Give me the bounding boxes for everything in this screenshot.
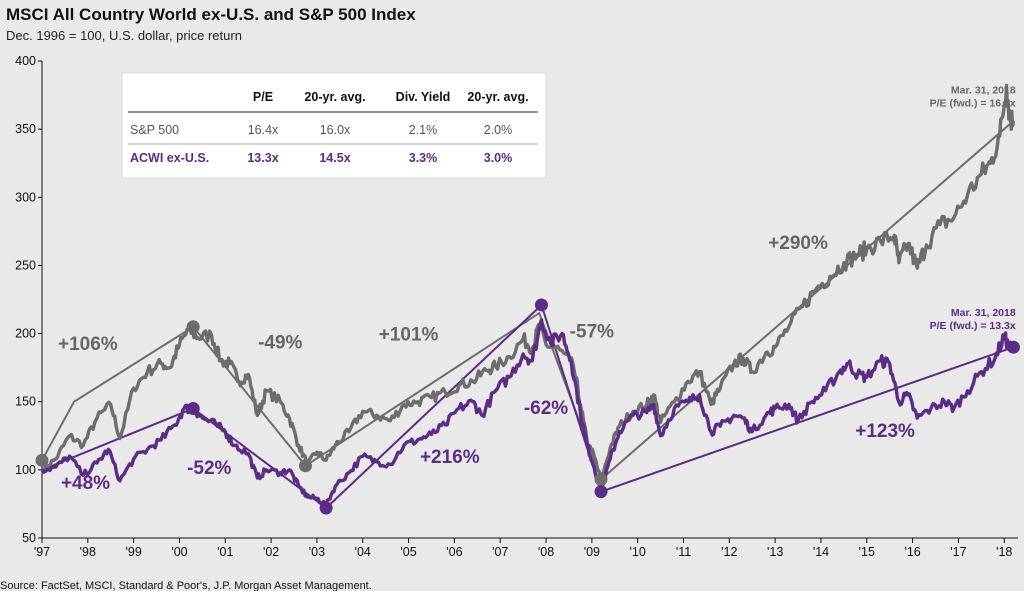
table-column-header: 20-yr. avg. xyxy=(304,90,365,104)
table-cell: 2.0% xyxy=(484,123,513,137)
trend-line xyxy=(41,303,1014,510)
peak-trough-marker xyxy=(594,485,608,499)
table-row-label: ACWI ex-U.S. xyxy=(130,151,209,165)
peak-trough-marker xyxy=(1006,340,1020,354)
table-cell: 16.0x xyxy=(320,123,351,137)
table-cell: 3.0% xyxy=(484,151,513,165)
peak-trough-marker xyxy=(534,298,548,312)
peak-trough-marker xyxy=(186,320,200,334)
x-tick-label: '12 xyxy=(721,545,737,559)
table-row-label: S&P 500 xyxy=(130,123,179,137)
x-tick-label: '17 xyxy=(950,545,966,559)
x-tick-label: '10 xyxy=(630,545,646,559)
peak-trough-marker xyxy=(594,472,608,486)
callout-date: Mar. 31, 2018 xyxy=(951,85,1016,97)
percent-annotation: -49% xyxy=(258,333,302,354)
peak-trough-marker xyxy=(186,402,200,416)
percent-annotation: +101% xyxy=(379,324,439,345)
y-tick-label: 200 xyxy=(15,327,36,341)
table-cell: 2.1% xyxy=(409,123,438,137)
x-tick-label: '99 xyxy=(125,545,141,559)
table-cell: 16.4x xyxy=(248,123,279,137)
percent-annotation: +290% xyxy=(768,233,828,254)
percent-annotation: -52% xyxy=(187,458,231,479)
table-cell: 13.3x xyxy=(247,151,278,165)
series-line xyxy=(40,318,1016,507)
table-column-header: 20-yr. avg. xyxy=(467,90,528,104)
y-tick-label: 400 xyxy=(15,54,36,68)
x-tick-label: '98 xyxy=(80,545,96,559)
percent-annotation: +48% xyxy=(61,473,110,494)
table-column-header: P/E xyxy=(253,90,273,104)
x-tick-label: '15 xyxy=(859,545,875,559)
chart-title: MSCI All Country World ex-U.S. and S&P 5… xyxy=(6,5,416,24)
x-tick-label: '01 xyxy=(217,545,233,559)
trend-lines xyxy=(41,120,1015,510)
x-tick-label: '00 xyxy=(171,545,187,559)
x-tick-label: '09 xyxy=(584,545,600,559)
x-tick-label: '16 xyxy=(904,545,920,559)
x-tick-label: '11 xyxy=(676,545,691,559)
x-tick-label: '13 xyxy=(767,545,783,559)
x-tick-label: '14 xyxy=(813,545,829,559)
series-lines xyxy=(40,83,1016,507)
callout-pe: P/E (fwd.) = 13.3x xyxy=(930,320,1016,332)
axes: 50 100 150 200 250 300 350 400 '97 '98 '99 '00 '01 '0… xyxy=(15,54,1018,559)
percent-annotation: -62% xyxy=(524,398,568,419)
percent-annotation: +106% xyxy=(58,334,118,355)
series-line xyxy=(40,83,1016,483)
x-tick-label: '04 xyxy=(355,545,371,559)
table-cell: 14.5x xyxy=(319,151,350,165)
x-tick-label: '05 xyxy=(400,545,416,559)
annotations: +106% -49% +101% -57% +290% +48% -52% +216% -62%… xyxy=(58,233,915,494)
table-column-header: Div. Yield xyxy=(396,90,451,104)
y-tick-label: 250 xyxy=(15,258,36,272)
chart-source: Source: FactSet, MSCI, Standard & Poor's… xyxy=(0,580,372,591)
markers xyxy=(35,298,1020,515)
percent-annotation: +123% xyxy=(855,421,915,442)
y-tick-label: 100 xyxy=(15,463,36,477)
callout-date: Mar. 31, 2018 xyxy=(951,307,1016,319)
peak-trough-marker xyxy=(319,501,333,515)
valuation-table: P/E 20-yr. avg. Div. Yield 20-yr. avg. S&P 5… xyxy=(121,72,547,179)
y-tick-label: 300 xyxy=(15,190,36,204)
peak-trough-marker xyxy=(298,459,312,473)
x-tick-label: '08 xyxy=(538,545,554,559)
y-tick-label: 150 xyxy=(15,395,36,409)
percent-annotation: -57% xyxy=(570,322,614,343)
x-tick-label: '02 xyxy=(263,545,279,559)
x-tick-label: '06 xyxy=(446,545,462,559)
table-cell: 3.3% xyxy=(409,151,438,165)
x-tick-label: '03 xyxy=(309,545,325,559)
table-box xyxy=(121,72,547,179)
y-tick-label: 50 xyxy=(22,531,36,545)
x-tick-label: '97 xyxy=(34,545,50,559)
x-tick-label: '07 xyxy=(492,545,508,559)
peak-trough-marker xyxy=(35,453,49,467)
percent-annotation: +216% xyxy=(420,447,480,468)
y-tick-label: 350 xyxy=(15,122,36,136)
callout-pe: P/E (fwd.) = 16.4x xyxy=(930,98,1016,110)
x-tick-label: '18 xyxy=(996,545,1012,559)
chart-subtitle: Dec. 1996 = 100, U.S. dollar, price retu… xyxy=(6,28,242,43)
